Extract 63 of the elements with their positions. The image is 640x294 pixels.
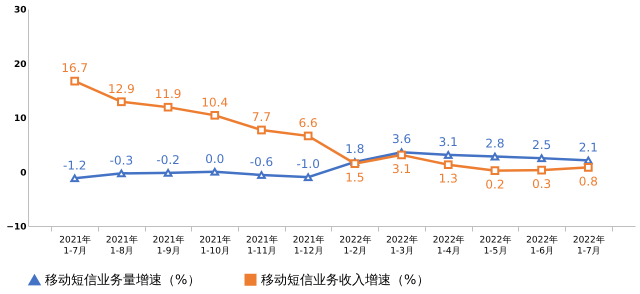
data-label: 7.7 <box>252 110 272 124</box>
point <box>304 132 313 140</box>
y-tick-label: 20 <box>14 60 26 70</box>
point <box>444 151 453 159</box>
x-tick-label: 2022年 1-6月 <box>526 234 558 256</box>
data-label: 11.9 <box>154 87 182 102</box>
y-tick-label: 10 <box>14 114 26 124</box>
point <box>257 126 266 134</box>
point <box>397 150 406 160</box>
point <box>537 166 546 174</box>
data-label: 3.1 <box>392 162 412 176</box>
x-tick-label: 2022年 1-4月 <box>432 234 465 256</box>
y-tick-label: 0 <box>20 168 26 178</box>
legend-label: 移动短信业务量增速（%） <box>45 273 200 288</box>
x-tick-label: 2021年 1-8月 <box>106 234 138 256</box>
point <box>164 102 172 112</box>
data-label: 3.6 <box>392 132 412 146</box>
data-label: 1.5 <box>345 170 364 185</box>
point <box>117 169 126 178</box>
legend-label: 移动短信业务收入增速（%） <box>261 272 430 288</box>
data-label: 12.9 <box>108 82 135 96</box>
data-label: 0.8 <box>578 174 598 188</box>
y-tick-label: −10 <box>6 222 26 232</box>
data-label: -0.6 <box>250 155 274 170</box>
point <box>304 173 313 182</box>
point <box>257 171 266 179</box>
x-tick-label: 2021年 1-9月 <box>152 234 185 256</box>
point <box>210 110 220 120</box>
data-label: 3.1 <box>438 134 458 149</box>
x-tick-label: 2022年 1-2月 <box>339 234 372 256</box>
data-label: 2.1 <box>578 140 598 154</box>
point <box>490 152 500 160</box>
data-label: -1.2 <box>62 158 86 172</box>
x-tick-label: 2022年 1-3月 <box>386 234 418 256</box>
x-tick-label: 2021年 1-7月 <box>59 234 92 256</box>
point <box>444 160 453 170</box>
data-label: -0.3 <box>110 153 134 168</box>
point <box>537 154 546 162</box>
data-label: 16.7 <box>61 61 88 76</box>
data-label: 6.6 <box>298 116 318 130</box>
x-tick-label: 2022年 1-7月 <box>572 234 605 256</box>
data-label: -1.0 <box>296 157 320 172</box>
point <box>117 97 126 106</box>
point <box>210 168 220 176</box>
point <box>70 76 80 86</box>
data-label: 10.4 <box>201 95 228 110</box>
point <box>490 166 500 176</box>
x-tick-label: 2022年 1-5月 <box>479 234 512 256</box>
point <box>584 163 593 172</box>
data-label: 2.8 <box>485 136 504 151</box>
data-label: 0.0 <box>205 152 224 166</box>
data-label: 2.5 <box>532 138 552 152</box>
data-label: 0.2 <box>485 178 504 192</box>
data-label: -0.2 <box>156 152 180 167</box>
x-tick-label: 2021年 1-12月 <box>292 234 325 256</box>
x-tick-label: 2021年 1-10月 <box>199 234 232 256</box>
data-label: 0.3 <box>532 177 552 192</box>
data-label: 1.8 <box>345 142 364 156</box>
data-label: 1.3 <box>438 172 458 186</box>
point <box>70 174 80 182</box>
y-tick-label: 30 <box>14 6 26 16</box>
x-tick-label: 2021年 1-11月 <box>246 234 278 256</box>
point <box>164 168 172 177</box>
